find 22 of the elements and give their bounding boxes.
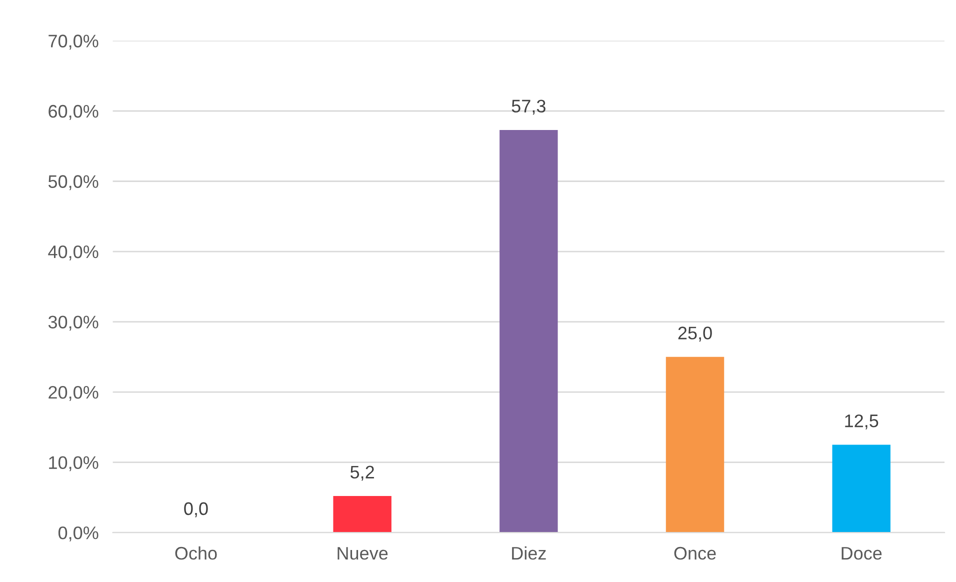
y-tick-label: 60,0% — [48, 104, 98, 120]
bar — [832, 444, 890, 533]
data-label: 57,3 — [512, 100, 546, 115]
data-label: 25,0 — [678, 326, 712, 342]
bar — [666, 356, 724, 533]
x-tick-label: Nueve — [338, 547, 388, 560]
x-tick-label: Doce — [842, 547, 882, 560]
y-tick-label: 20,0% — [48, 386, 98, 401]
y-tick-label: 50,0% — [48, 175, 98, 190]
bar — [333, 496, 392, 533]
y-tick-label: 70,0% — [48, 34, 98, 50]
data-label: 12,5 — [845, 414, 878, 430]
data-label: 5,2 — [350, 466, 374, 481]
bar — [500, 130, 558, 533]
x-tick-label: Diez — [512, 546, 546, 560]
y-tick-label: 40,0% — [48, 245, 98, 260]
x-tick-label: Ocho — [175, 546, 217, 560]
y-tick-label: 30,0% — [48, 316, 98, 331]
data-label: 0,0 — [184, 502, 208, 518]
y-tick-label: 10,0% — [49, 456, 98, 472]
y-tick-label: 0,0% — [58, 526, 98, 542]
x-tick-label: Once — [674, 546, 716, 560]
